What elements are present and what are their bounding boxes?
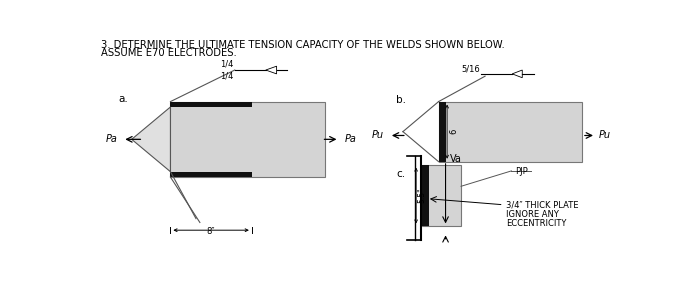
Text: c.: c. — [396, 169, 405, 179]
Polygon shape — [512, 70, 522, 78]
Text: 5/16: 5/16 — [461, 64, 480, 73]
Bar — [170, 172, 252, 177]
Text: Va: Va — [449, 154, 461, 164]
Polygon shape — [132, 107, 170, 172]
Bar — [422, 165, 429, 226]
Bar — [170, 102, 326, 177]
Bar — [422, 165, 461, 226]
Text: 5.5": 5.5" — [418, 188, 427, 203]
Text: ASSUME E70 ELECTRODES.: ASSUME E70 ELECTRODES. — [102, 48, 237, 58]
Polygon shape — [266, 66, 276, 74]
Text: a.: a. — [118, 94, 128, 104]
Text: 3/4″ THICK PLATE: 3/4″ THICK PLATE — [506, 200, 578, 209]
Text: 8″: 8″ — [207, 226, 216, 235]
Bar — [439, 102, 582, 162]
Text: Pu: Pu — [372, 131, 384, 140]
Bar — [170, 102, 252, 107]
Text: b.: b. — [396, 95, 406, 105]
Text: 3. DETERMINE THE ULTIMATE TENSION CAPACITY OF THE WELDS SHOWN BELOW.: 3. DETERMINE THE ULTIMATE TENSION CAPACI… — [102, 40, 505, 50]
Text: IGNORE ANY: IGNORE ANY — [506, 210, 559, 219]
Text: 1/4: 1/4 — [220, 60, 233, 69]
Text: 1/4: 1/4 — [220, 72, 233, 81]
Text: PJP: PJP — [515, 166, 528, 175]
Text: Pa: Pa — [345, 134, 357, 144]
Text: 6: 6 — [449, 129, 459, 134]
Text: Pu: Pu — [599, 131, 611, 140]
Text: ECCENTRICITY: ECCENTRICITY — [506, 219, 566, 228]
Bar — [439, 102, 446, 162]
Text: Pa: Pa — [106, 134, 118, 144]
